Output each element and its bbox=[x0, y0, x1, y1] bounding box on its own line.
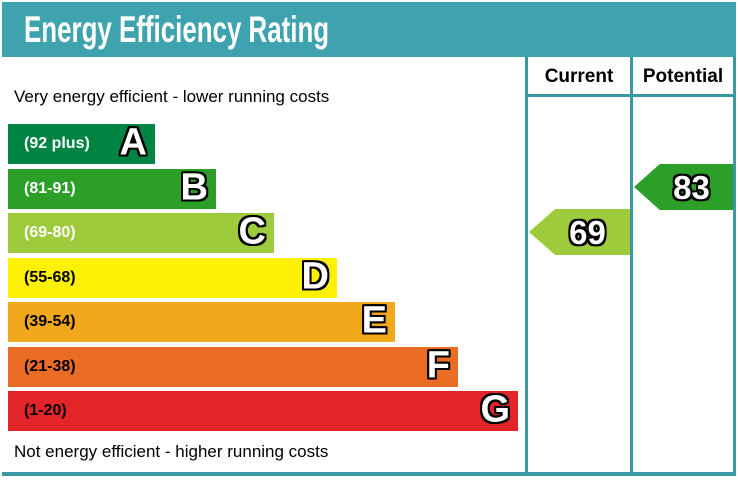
band-letter: E bbox=[361, 299, 387, 342]
potential-rating-arrow: 83 bbox=[634, 164, 733, 210]
band-range-label: (39-54) bbox=[24, 313, 76, 330]
grid-hline-bottom-border bbox=[2, 472, 736, 476]
band-row-c: (69-80) C bbox=[8, 210, 274, 253]
band-letter: F bbox=[426, 344, 450, 387]
column-header-current: Current bbox=[544, 66, 614, 87]
band-range-label: (92 plus) bbox=[24, 135, 90, 152]
grid-vline-right-border bbox=[733, 57, 736, 476]
band-row-d: (55-68) D bbox=[8, 255, 337, 298]
current-rating-arrow: 69 bbox=[529, 209, 630, 255]
band-row-f: (21-38) F bbox=[8, 344, 458, 387]
current-rating-value: 69 bbox=[569, 213, 606, 251]
note-not-efficient: Not energy efficient - higher running co… bbox=[14, 442, 329, 461]
band-range-label: (1-20) bbox=[24, 402, 67, 419]
header-banner: Energy Efficiency Rating bbox=[2, 2, 736, 57]
band-row-g: (1-20) G bbox=[8, 388, 518, 431]
column-header-potential: Potential bbox=[642, 66, 724, 87]
band-letter: G bbox=[480, 388, 510, 431]
grid-vline-current-left bbox=[525, 57, 528, 476]
grid-vline-potential-left bbox=[630, 57, 633, 476]
page-title: Energy Efficiency Rating bbox=[24, 8, 330, 50]
band-letter: D bbox=[301, 255, 329, 298]
band-letter: A bbox=[119, 121, 147, 164]
band-range-label: (81-91) bbox=[24, 180, 76, 197]
band-range-label: (21-38) bbox=[24, 358, 76, 375]
note-very-efficient: Very energy efficient - lower running co… bbox=[14, 87, 330, 106]
potential-rating-value: 83 bbox=[673, 168, 710, 206]
grid-hline-header-underline bbox=[525, 94, 736, 97]
band-row-e: (39-54) E bbox=[8, 299, 395, 342]
band-letter: C bbox=[238, 210, 266, 253]
band-letter: B bbox=[180, 166, 208, 209]
band-row-a: (92 plus) A bbox=[8, 121, 155, 164]
band-row-b: (81-91) B bbox=[8, 166, 216, 209]
band-range-label: (55-68) bbox=[24, 269, 76, 286]
band-range-label: (69-80) bbox=[24, 224, 76, 241]
